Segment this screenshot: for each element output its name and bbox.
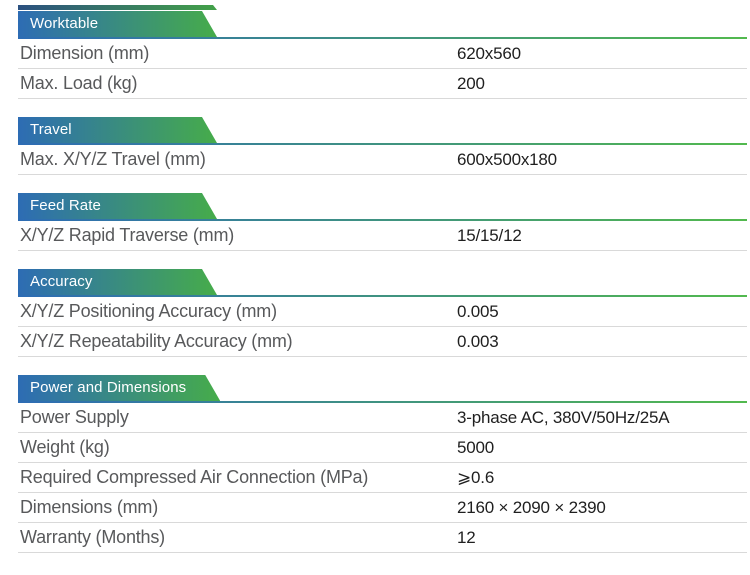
section-header-underline bbox=[18, 37, 747, 39]
row-label: Power Supply bbox=[20, 407, 129, 427]
table-row: Warranty (Months) 12 bbox=[18, 523, 747, 553]
section-header-ribbon: Worktable bbox=[18, 11, 217, 37]
row-label: Warranty (Months) bbox=[20, 527, 165, 547]
section-header-underline bbox=[18, 401, 747, 403]
row-label: Weight (kg) bbox=[20, 437, 110, 457]
row-value: ⩾0.6 bbox=[457, 467, 495, 487]
row-value: 600x500x180 bbox=[457, 149, 557, 169]
section-header-underline bbox=[18, 295, 747, 297]
row-value: 0.005 bbox=[457, 301, 499, 321]
table-row: Required Compressed Air Connection (MPa)… bbox=[18, 463, 747, 493]
row-label: Max. X/Y/Z Travel (mm) bbox=[20, 149, 206, 169]
section-rows: Dimension (mm) 620x560 Max. Load (kg) 20… bbox=[18, 39, 747, 99]
table-row: Power Supply 3-phase AC, 380V/50Hz/25A bbox=[18, 403, 747, 433]
section-rows: X/Y/Z Rapid Traverse (mm) 15/15/12 bbox=[18, 221, 747, 251]
section-title: Travel bbox=[30, 120, 72, 138]
row-label: X/Y/Z Rapid Traverse (mm) bbox=[20, 225, 235, 245]
section-title: Accuracy bbox=[30, 272, 93, 290]
row-value: 2160 × 2090 × 2390 bbox=[457, 497, 606, 517]
section-rows: Power Supply 3-phase AC, 380V/50Hz/25A W… bbox=[18, 403, 747, 553]
section-rows: X/Y/Z Positioning Accuracy (mm) 0.005 X/… bbox=[18, 297, 747, 357]
previous-section-ribbon-remnant bbox=[18, 5, 217, 10]
section-rows: Max. X/Y/Z Travel (mm) 600x500x180 bbox=[18, 145, 747, 175]
table-row: X/Y/Z Repeatability Accuracy (mm) 0.003 bbox=[18, 327, 747, 357]
row-value: 12 bbox=[457, 527, 476, 547]
table-row: Dimension (mm) 620x560 bbox=[18, 39, 747, 69]
table-row: Dimensions (mm) 2160 × 2090 × 2390 bbox=[18, 493, 747, 523]
spec-section: Accuracy X/Y/Z Positioning Accuracy (mm)… bbox=[18, 269, 747, 357]
table-row: X/Y/Z Positioning Accuracy (mm) 0.005 bbox=[18, 297, 747, 327]
table-row: Max. X/Y/Z Travel (mm) 600x500x180 bbox=[18, 145, 747, 175]
section-header-ribbon: Power and Dimensions bbox=[18, 375, 220, 401]
row-value: 200 bbox=[457, 73, 485, 93]
section-title: Power and Dimensions bbox=[30, 378, 187, 396]
specification-page: Worktable Dimension (mm) 620x560 Max. Lo… bbox=[0, 5, 750, 575]
row-label: Max. Load (kg) bbox=[20, 73, 138, 93]
section-header-underline bbox=[18, 219, 747, 221]
spec-section: Travel Max. X/Y/Z Travel (mm) 600x500x18… bbox=[18, 117, 747, 175]
row-value: 0.003 bbox=[457, 331, 499, 351]
section-title: Feed Rate bbox=[30, 196, 101, 214]
spec-section: Power and Dimensions Power Supply 3-phas… bbox=[18, 375, 747, 553]
spec-table: Worktable Dimension (mm) 620x560 Max. Lo… bbox=[18, 11, 747, 553]
row-label: Dimensions (mm) bbox=[20, 497, 159, 517]
section-title: Worktable bbox=[30, 14, 99, 32]
table-row: X/Y/Z Rapid Traverse (mm) 15/15/12 bbox=[18, 221, 747, 251]
row-value: 620x560 bbox=[457, 43, 521, 63]
spec-section: Feed Rate X/Y/Z Rapid Traverse (mm) 15/1… bbox=[18, 193, 747, 251]
row-value: 15/15/12 bbox=[457, 225, 522, 245]
section-header-underline bbox=[18, 143, 747, 145]
spec-section: Worktable Dimension (mm) 620x560 Max. Lo… bbox=[18, 11, 747, 99]
section-header-ribbon: Feed Rate bbox=[18, 193, 217, 219]
table-row: Max. Load (kg) 200 bbox=[18, 69, 747, 99]
table-row: Weight (kg) 5000 bbox=[18, 433, 747, 463]
row-label: Required Compressed Air Connection (MPa) bbox=[20, 467, 369, 487]
row-value: 3-phase AC, 380V/50Hz/25A bbox=[457, 407, 670, 427]
row-value: 5000 bbox=[457, 437, 495, 457]
section-header-ribbon: Travel bbox=[18, 117, 217, 143]
row-label: X/Y/Z Positioning Accuracy (mm) bbox=[20, 301, 277, 321]
row-label: X/Y/Z Repeatability Accuracy (mm) bbox=[20, 331, 293, 351]
row-label: Dimension (mm) bbox=[20, 43, 150, 63]
section-header-ribbon: Accuracy bbox=[18, 269, 217, 295]
